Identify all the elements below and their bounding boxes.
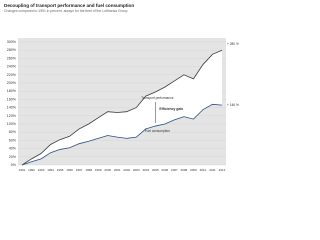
y-tick-label: 40% xyxy=(9,147,17,151)
chart-title: Decoupling of transport performance and … xyxy=(4,3,134,8)
x-tick-label: 1997 xyxy=(76,168,83,172)
chart: Decoupling of transport performance and … xyxy=(4,3,239,172)
x-tick-label: 2003 xyxy=(133,168,140,172)
x-tick-label: 2005 xyxy=(152,168,159,172)
y-tick-label: 220% xyxy=(7,73,17,77)
x-tick-label: 2008 xyxy=(181,168,188,172)
end-label: + 280 % xyxy=(227,42,239,46)
end-label: + 146 % xyxy=(227,103,239,107)
y-tick-label: 120% xyxy=(7,114,17,118)
y-tick-label: 80% xyxy=(9,130,17,134)
y-tick-label: 240% xyxy=(7,65,17,69)
x-tick-label: 2012 xyxy=(219,168,226,172)
x-tick-label: 2006 xyxy=(162,168,169,172)
y-tick-label: 260% xyxy=(7,56,17,60)
x-tick-label: 1991 xyxy=(19,168,26,172)
series-line xyxy=(21,103,223,166)
efficiency-area xyxy=(22,50,222,166)
y-tick-label: 60% xyxy=(9,138,17,142)
x-tick-label: 1998 xyxy=(85,168,92,172)
x-tick-label: 2001 xyxy=(114,168,121,172)
x-tick-label: 2010 xyxy=(200,168,207,172)
x-tick-label: 1993 xyxy=(38,168,45,172)
x-tick-label: 2002 xyxy=(123,168,130,172)
x-tick-label: 1992 xyxy=(28,168,35,172)
y-tick-label: 100% xyxy=(7,122,17,126)
x-tick-label: 1999 xyxy=(95,168,102,172)
y-tick-label: 0% xyxy=(11,163,17,167)
x-tick-label: 2007 xyxy=(171,168,178,172)
y-tick-label: 300% xyxy=(7,40,17,44)
x-tick-label: 1996 xyxy=(66,168,73,172)
y-tick-label: 200% xyxy=(7,81,17,85)
x-tick-label: 2009 xyxy=(190,168,197,172)
x-tick-label: 2000 xyxy=(104,168,111,172)
page: {"chart_data": {"type": "line", "title":… xyxy=(4,3,239,172)
series-line xyxy=(21,49,223,166)
chart-subtitle: Changes compared to 1991 in percent, alw… xyxy=(4,9,128,13)
y-tick-label: 140% xyxy=(7,106,17,110)
y-tick-label: 180% xyxy=(7,89,17,93)
annotation: Efficiency gain xyxy=(159,107,183,111)
series-label: Transport performance xyxy=(141,96,174,100)
x-tick-label: 2011 xyxy=(209,168,216,172)
x-tick-label: 1994 xyxy=(47,168,54,172)
x-tick-label: 2004 xyxy=(142,168,149,172)
y-tick-label: 280% xyxy=(7,48,17,52)
series-label: Fuel consumption xyxy=(145,129,170,133)
x-tick-label: 1995 xyxy=(57,168,64,172)
y-tick-label: 160% xyxy=(7,97,17,101)
y-tick-label: 20% xyxy=(9,155,17,159)
